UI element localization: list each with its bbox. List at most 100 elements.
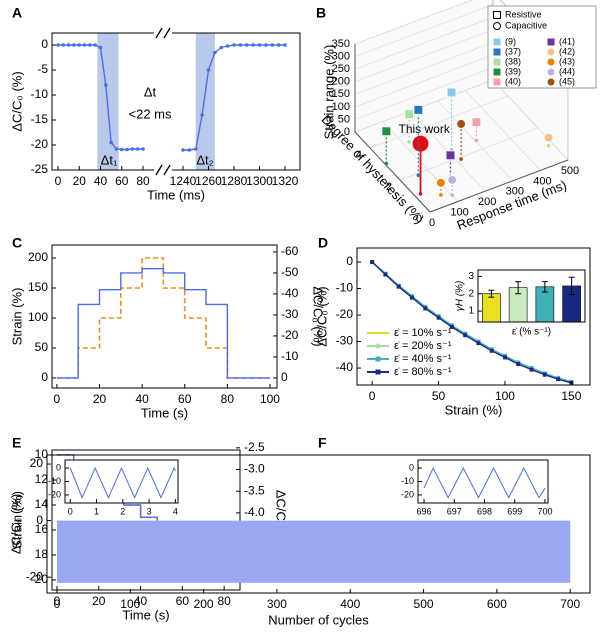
data-point (446, 87, 457, 98)
data-point (213, 50, 217, 55)
y-tick-label: 200 (28, 250, 48, 264)
data-point (61, 43, 66, 47)
inset-y-label: γH (%) (455, 281, 466, 312)
data-point (98, 45, 103, 50)
plot-frame (477, 269, 586, 323)
x-tick-label: 200 (478, 196, 496, 208)
x-tick-label: 50 (432, 389, 446, 403)
data-point (489, 348, 494, 353)
x-tick-label: 400 (340, 597, 360, 611)
y-tick-label: -4.0 (244, 505, 265, 519)
y-tick-label: -30 (336, 334, 354, 348)
legend-label: (44) (559, 66, 575, 76)
data-point (130, 147, 135, 151)
panel-letter: E (12, 435, 21, 451)
x-tick-label: 500 (561, 165, 579, 177)
y-axis-label: ΔC/C₀ (%) (314, 286, 329, 346)
legend-label: (42) (559, 46, 575, 56)
axis-line (354, 131, 431, 213)
data-point (276, 43, 281, 47)
data-point (141, 147, 145, 151)
drop-foot (459, 157, 463, 161)
x-tick-label: 60 (176, 594, 190, 608)
x-tick-label: 4 (173, 506, 178, 516)
legend-label: (45) (559, 76, 575, 86)
x-tick-label: 1280 (221, 174, 248, 188)
grid-line (354, 0, 474, 45)
x-axis-label: Time (s) (141, 405, 188, 420)
data-point (187, 148, 192, 152)
legend-marker (493, 22, 501, 30)
y-tick-label: -2.5 (244, 440, 265, 454)
grid-line (354, 54, 494, 108)
panel-letter: B (316, 5, 326, 21)
grid-line (369, 95, 509, 149)
x-tick-label: 1260 (195, 174, 222, 188)
annotation: Δt (144, 84, 157, 99)
z-tick-label: 250 (332, 63, 350, 75)
y-tick-label: -30 (281, 307, 299, 321)
x-tick-label: 0 (54, 597, 61, 611)
x-tick-label: 700 (537, 506, 552, 516)
drop-foot (546, 143, 551, 148)
z-axis-label: Strain range (%) (321, 45, 336, 140)
drop-foot (418, 192, 423, 196)
grid-line (354, 4, 494, 58)
error-bar (515, 281, 522, 295)
data-point (449, 324, 454, 329)
legend-marker (375, 369, 381, 375)
legend-marker (547, 58, 555, 66)
axis-break (163, 27, 171, 39)
y-tick-label: -15 (31, 112, 49, 126)
data-point (445, 150, 456, 161)
y-tick-label: 1 (468, 306, 474, 317)
y-tick-label: 0 (41, 37, 48, 51)
data-point (447, 174, 458, 185)
drop-foot (450, 193, 454, 197)
y-tick-label: -10 (48, 476, 61, 486)
legend-marker (375, 356, 381, 362)
y-tick-label: 150 (28, 280, 48, 294)
x-tick-label: 300 (267, 597, 287, 611)
axis-break (155, 27, 163, 39)
x-tick-label: 0 (54, 392, 61, 406)
y-tick-label: -40 (281, 286, 299, 300)
x-tick-label: 0 (68, 506, 73, 516)
data-line (58, 44, 285, 151)
z-tick-label: 200 (332, 76, 350, 88)
data-point (238, 43, 243, 47)
x-tick-label: 699 (507, 506, 522, 516)
data-point (88, 43, 92, 47)
inset-x-label: ε̇ (% s⁻¹) (512, 327, 551, 338)
x-tick-label: 40 (94, 174, 108, 188)
panel-letter: C (12, 235, 22, 251)
y-tick-label: 3 (468, 271, 474, 282)
x-tick-label: 1320 (272, 174, 299, 188)
y-axis-label: ΔC/C₀ (%) (8, 494, 23, 554)
plot-frame (51, 244, 278, 389)
data-point (200, 113, 204, 117)
x-tick-label: 700 (560, 597, 580, 611)
y-tick-label: -20 (26, 569, 44, 583)
inset-bar (482, 293, 501, 323)
y-tick-label: 0 (36, 513, 43, 527)
y-tick-label: -3.5 (244, 483, 265, 497)
data-point (181, 148, 185, 152)
data-point (556, 377, 561, 382)
data-point (381, 126, 392, 137)
legend-marker (547, 68, 555, 76)
legend-label: ε̇ = 40% s⁻¹ (394, 353, 452, 365)
y-tick-label: 0 (281, 370, 288, 384)
legend-label: Resistive (505, 9, 542, 19)
z-tick-label: 50 (338, 113, 350, 125)
grid-line (465, 90, 541, 171)
y-tick-label: -10 (281, 349, 299, 363)
data-point (77, 43, 82, 47)
legend-label: (9) (505, 36, 516, 46)
grid-line (354, 29, 494, 83)
data-point (66, 43, 71, 47)
x-tick-label: 3 (147, 506, 152, 516)
data-point (206, 68, 211, 72)
x-tick-label: 0 (369, 389, 376, 403)
data-point (104, 83, 108, 87)
